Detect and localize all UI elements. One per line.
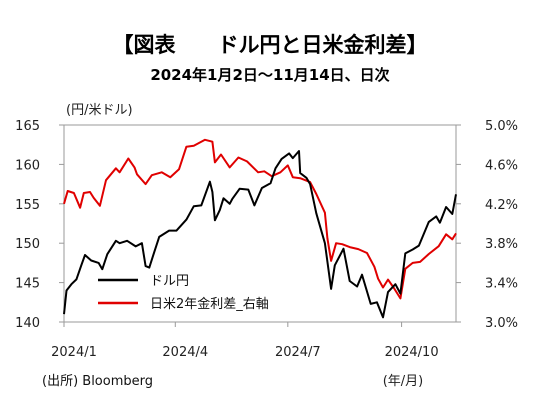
x-axis-ticks: 2024/1 2024/4 2024/7 2024/10	[51, 322, 439, 360]
left-axis-ticks: 140 145 150 155 160 165	[15, 119, 64, 331]
left-axis-unit: (円/米ドル)	[66, 103, 133, 118]
plot-frame	[63, 124, 457, 323]
chart-subtitle: 2024年1月2日～11月14日、日次	[150, 66, 389, 84]
x-tick-label: 2024/10	[385, 345, 439, 360]
left-tick-label: 165	[15, 119, 40, 134]
series-line-rate-spread	[63, 138, 457, 300]
right-tick-label: 5.0%	[485, 119, 518, 134]
left-tick-label: 145	[15, 277, 40, 292]
right-tick-label: 3.8%	[485, 237, 518, 252]
series-line-usdjpy	[63, 150, 457, 319]
x-tick-label: 2024/7	[275, 345, 321, 360]
left-tick-label: 150	[15, 237, 40, 252]
x-tick-label: 2024/4	[162, 345, 208, 360]
x-tick-label: 2024/1	[51, 345, 97, 360]
right-tick-label: 4.2%	[485, 198, 518, 213]
left-tick-label: 160	[15, 158, 40, 173]
chart-title: 【図表 ドル円と日米金利差】	[113, 33, 428, 57]
right-tick-label: 3.4%	[485, 277, 518, 292]
plot-border	[63, 124, 457, 323]
legend-label: ドル円	[150, 274, 189, 289]
x-axis-unit: (年/月)	[383, 374, 424, 389]
left-tick-label: 140	[15, 316, 40, 331]
right-axis-ticks: 3.0% 3.4% 3.8% 4.2% 4.6% 5.0%	[456, 119, 518, 331]
series-layer	[63, 138, 457, 319]
right-tick-label: 3.0%	[485, 316, 518, 331]
source-note: (出所) Bloomberg	[42, 374, 153, 389]
legend-label: 日米2年金利差_右軸	[150, 296, 269, 312]
left-tick-label: 155	[15, 198, 40, 213]
right-tick-label: 4.6%	[485, 158, 518, 173]
